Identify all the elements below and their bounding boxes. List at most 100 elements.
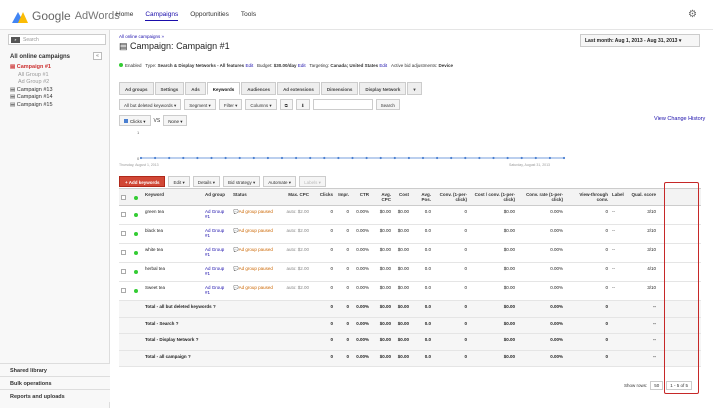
row-checkbox[interactable] xyxy=(119,244,129,262)
header-clicks[interactable]: Clicks xyxy=(319,192,333,197)
tab-ad-groups[interactable]: Ad groups xyxy=(119,82,154,95)
chart-point[interactable] xyxy=(520,156,523,160)
sidebar-item-campaign-15[interactable]: ▤ Campaign #15 xyxy=(10,102,53,110)
bid-strategy-dropdown[interactable]: Bid strategy ▾ xyxy=(223,176,261,187)
tab-more[interactable]: ▾ xyxy=(407,82,422,95)
nav-tools[interactable]: Tools xyxy=(240,11,257,18)
row-checkbox[interactable] xyxy=(119,263,129,281)
row-status-dot[interactable] xyxy=(129,263,143,281)
add-keywords-button[interactable]: + Add keywords xyxy=(119,176,166,187)
chart-point[interactable] xyxy=(266,156,269,160)
header-status[interactable]: Status xyxy=(233,192,247,197)
table-row[interactable]: white tea Ad Group #1 💬Ad group paused a… xyxy=(119,244,701,263)
header-quality-score[interactable]: Qual. score xyxy=(631,192,656,197)
chart-point[interactable] xyxy=(323,156,326,160)
header-view-through[interactable]: View-through conv. xyxy=(579,192,608,202)
rows-per-page-select[interactable]: 50 xyxy=(650,381,664,390)
row-status-dot[interactable] xyxy=(129,282,143,300)
labels-cell[interactable]: -- xyxy=(612,228,615,233)
row-checkbox[interactable] xyxy=(119,282,129,300)
row-status-dot[interactable] xyxy=(129,206,143,224)
gear-icon[interactable]: ⚙ xyxy=(688,9,697,20)
chart-point[interactable] xyxy=(238,156,241,160)
status-enabled[interactable]: Enabled xyxy=(125,63,142,68)
adgroup-link[interactable]: Ad Group #1 xyxy=(205,228,225,238)
filter-deleted-dropdown[interactable]: All but deleted keywords ▾ xyxy=(119,99,182,110)
download-icon[interactable]: ⬇ xyxy=(295,99,310,110)
tab-keywords[interactable]: Keywords xyxy=(206,82,241,95)
max-cpc-cell[interactable]: auto: $2.00 xyxy=(286,285,309,290)
table-row[interactable]: black tea Ad Group #1 💬Ad group paused a… xyxy=(119,225,701,244)
chart-point[interactable] xyxy=(224,156,227,160)
nav-home[interactable]: Home xyxy=(116,11,134,18)
adgroup-link[interactable]: Ad Group #1 xyxy=(205,247,225,257)
help-icon[interactable]: ? xyxy=(175,320,179,326)
chart-point[interactable] xyxy=(351,156,354,160)
row-checkbox[interactable] xyxy=(119,206,129,224)
chart-metric-dropdown[interactable]: Clicks ▾ xyxy=(119,115,151,126)
chart-point[interactable] xyxy=(478,156,481,160)
chart-point[interactable] xyxy=(393,156,396,160)
sidebar-bulk-operations[interactable]: Bulk operations xyxy=(0,376,110,389)
chart-point[interactable] xyxy=(210,156,213,160)
row-checkbox[interactable] xyxy=(119,225,129,243)
edit-targeting-link[interactable]: Edit xyxy=(379,63,388,68)
header-cost[interactable]: Cost xyxy=(399,192,409,197)
sidebar-title[interactable]: All online campaigns xyxy=(10,54,71,60)
keyword-cell[interactable]: green tea xyxy=(145,209,165,214)
tab-ad-extensions[interactable]: Ad extensions xyxy=(277,82,320,95)
search-button[interactable]: Search xyxy=(375,99,400,110)
header-keyword[interactable]: Keyword xyxy=(145,192,165,197)
help-icon[interactable]: ? xyxy=(187,353,191,359)
sidebar-item-campaign-13[interactable]: ▤ Campaign #13 xyxy=(10,87,53,95)
chart-point[interactable] xyxy=(492,156,495,160)
header-conv[interactable]: Conv. (1-per-click) xyxy=(439,192,467,202)
row-status-dot[interactable] xyxy=(129,225,143,243)
chart-point[interactable] xyxy=(407,156,410,160)
filter-dropdown[interactable]: Filter ▾ xyxy=(218,99,243,110)
adgroup-link[interactable]: Ad Group #1 xyxy=(205,266,225,276)
sidebar-search-input[interactable]: ⌕ Search xyxy=(8,34,106,45)
tab-display-network[interactable]: Display Network xyxy=(359,82,407,95)
chart-point[interactable] xyxy=(168,156,171,160)
chart-point[interactable] xyxy=(534,156,537,160)
sidebar-item-adgroup-1[interactable]: All Group #1 xyxy=(18,71,49,78)
row-status-dot[interactable] xyxy=(129,244,143,262)
header-adgroup[interactable]: Ad group xyxy=(205,192,225,197)
sidebar-reports-uploads[interactable]: Reports and uploads xyxy=(0,389,110,402)
table-row[interactable]: Sweet tea Ad Group #1 💬Ad group paused a… xyxy=(119,282,701,301)
compare-metric-dropdown[interactable]: None ▾ xyxy=(163,115,188,126)
chart-point[interactable] xyxy=(309,156,312,160)
header-max-cpc[interactable]: Max. CPC xyxy=(288,192,309,197)
header-impr[interactable]: Impr. xyxy=(338,192,349,197)
max-cpc-cell[interactable]: auto: $2.00 xyxy=(286,266,309,271)
automate-dropdown[interactable]: Automate ▾ xyxy=(263,176,297,187)
date-range-selector[interactable]: Last month: Aug 1, 2013 - Aug 31, 2013 ▾ xyxy=(580,34,700,47)
max-cpc-cell[interactable]: auto: $2.00 xyxy=(286,228,309,233)
collapse-sidebar-button[interactable]: « xyxy=(93,52,102,60)
keyword-cell[interactable]: herbal tea xyxy=(145,266,166,271)
adgroup-link[interactable]: Ad Group #1 xyxy=(205,285,225,295)
keyword-search-input[interactable] xyxy=(312,99,373,110)
breadcrumb[interactable]: All online campaigns » xyxy=(119,34,165,39)
help-icon[interactable]: ? xyxy=(195,337,199,342)
chart-point[interactable] xyxy=(337,156,340,160)
chart-point[interactable] xyxy=(506,156,509,160)
labels-cell[interactable]: -- xyxy=(612,209,615,214)
keyword-cell[interactable]: black tea xyxy=(145,228,164,233)
max-cpc-cell[interactable]: auto: $2.00 xyxy=(286,209,309,214)
chart-point[interactable] xyxy=(548,156,551,160)
header-ctr[interactable]: CTR xyxy=(359,192,369,197)
sidebar-item-campaign-14[interactable]: ▤ Campaign #14 xyxy=(10,94,53,102)
keyword-cell[interactable]: Sweet tea xyxy=(145,285,166,290)
chart-point[interactable] xyxy=(421,156,425,160)
columns-dropdown[interactable]: Columns ▾ xyxy=(245,99,277,110)
tab-dimensions[interactable]: Dimensions xyxy=(320,82,359,95)
max-cpc-cell[interactable]: auto: $2.00 xyxy=(286,247,309,252)
nav-opportunities[interactable]: Opportunities xyxy=(190,11,229,18)
header-avg-pos[interactable]: Avg. Pos. xyxy=(421,192,431,202)
header-cost-per-conv[interactable]: Cost / conv. (1-per-click) xyxy=(474,192,515,202)
edit-dropdown[interactable]: Edit ▾ xyxy=(168,176,190,187)
sidebar-item-adgroup-2[interactable]: Ad Group #2 xyxy=(18,79,50,85)
graph-toggle-icon[interactable]: ⧉ xyxy=(279,99,293,110)
